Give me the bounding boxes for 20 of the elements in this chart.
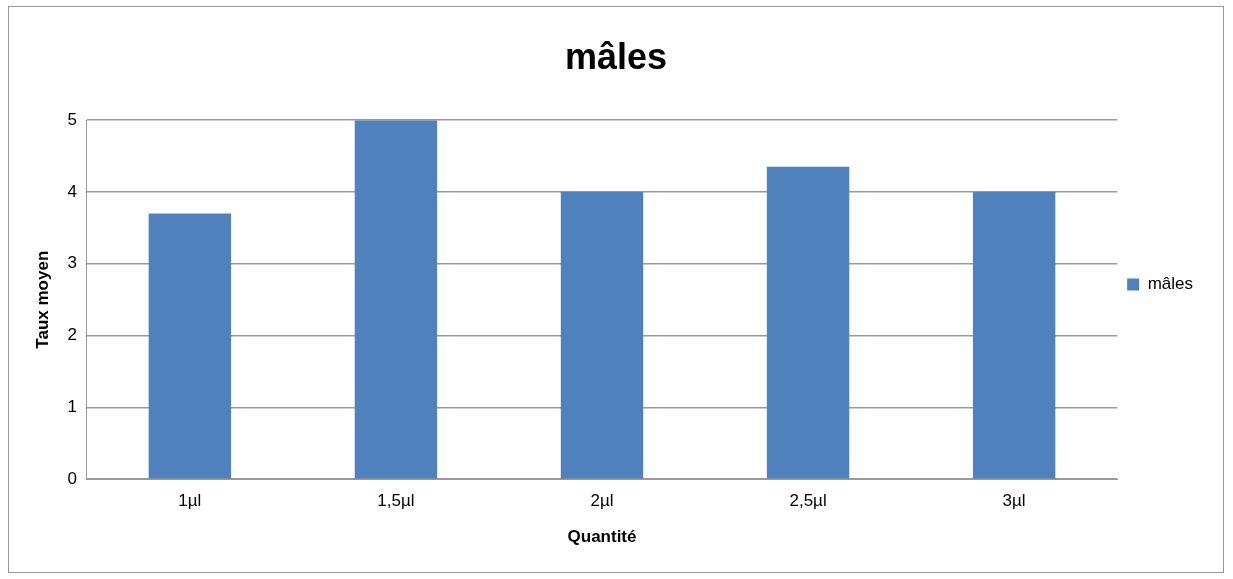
x-axis-title: Quantité — [567, 527, 637, 547]
legend-label: mâles — [1147, 274, 1194, 294]
bar — [972, 192, 1056, 479]
bar — [560, 192, 644, 479]
bar — [354, 120, 438, 479]
x-tick-label: 3µl — [1002, 491, 1026, 511]
x-tick-label: 1µl — [178, 491, 202, 511]
bar — [766, 166, 850, 479]
x-tick-label: 1,5µl — [377, 491, 415, 511]
y-tick-label: 5 — [67, 109, 77, 129]
y-tick-label: 3 — [67, 253, 77, 273]
y-tick-label: 0 — [67, 468, 77, 488]
chart-title: mâles — [564, 35, 668, 77]
y-tick-label: 4 — [67, 181, 77, 201]
y-tick-label: 1 — [67, 397, 77, 417]
bar — [148, 213, 232, 479]
x-tick-label: 2,5µl — [789, 491, 827, 511]
x-tick-label: 2µl — [590, 491, 614, 511]
y-tick-label: 2 — [67, 325, 77, 345]
y-axis-title: Taux moyen — [32, 250, 52, 349]
